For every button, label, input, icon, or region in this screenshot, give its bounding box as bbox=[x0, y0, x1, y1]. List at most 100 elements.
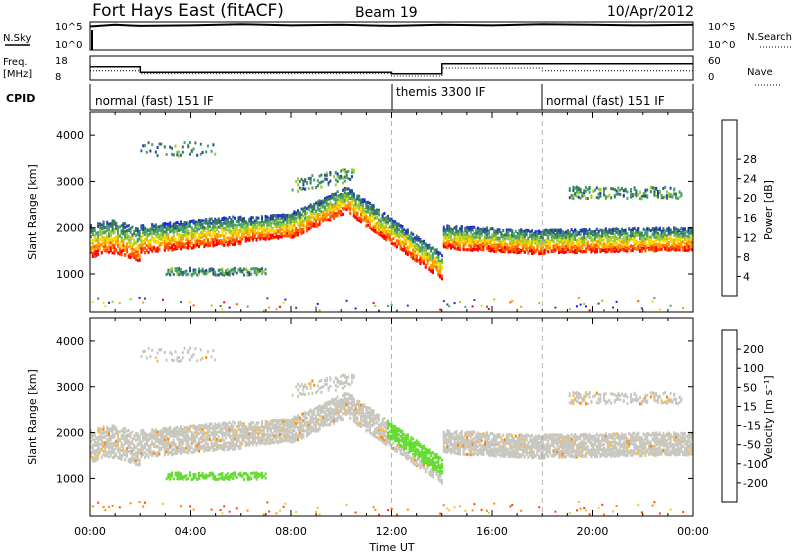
power-cell bbox=[228, 220, 231, 224]
power-cell bbox=[232, 233, 235, 237]
power-cell bbox=[448, 226, 451, 230]
power-cell bbox=[559, 250, 562, 254]
power-cell bbox=[379, 219, 382, 223]
power-cell bbox=[174, 221, 177, 225]
power-cell bbox=[523, 229, 526, 233]
power-cell bbox=[536, 239, 539, 243]
power-cell bbox=[167, 227, 170, 231]
power-cell bbox=[442, 230, 445, 234]
power-cell bbox=[531, 240, 533, 244]
power-cell bbox=[302, 180, 305, 184]
power-cell bbox=[432, 254, 434, 258]
power-cell bbox=[520, 231, 523, 235]
power-cell bbox=[392, 242, 395, 246]
power-cell bbox=[246, 232, 249, 236]
power-cell bbox=[574, 251, 577, 255]
power-cell bbox=[414, 236, 416, 240]
power-cell bbox=[97, 252, 100, 256]
power-cell bbox=[453, 226, 456, 230]
power-cell bbox=[385, 231, 388, 235]
power-cell bbox=[648, 239, 650, 242]
power-cell bbox=[244, 236, 247, 240]
power-cell bbox=[306, 223, 308, 226]
power-cell bbox=[478, 239, 481, 242]
power-cell bbox=[333, 175, 335, 179]
power-cell bbox=[383, 236, 386, 240]
power-cell bbox=[408, 240, 411, 244]
power-cell bbox=[433, 260, 436, 263]
power-cell bbox=[327, 195, 330, 199]
power-cell bbox=[180, 301, 182, 304]
power-cell bbox=[365, 220, 368, 224]
power-cell bbox=[316, 184, 319, 188]
power-cell bbox=[412, 240, 415, 243]
power-cell bbox=[172, 272, 175, 276]
power-cell bbox=[426, 256, 429, 260]
power-cell bbox=[284, 225, 287, 228]
power-cell bbox=[192, 236, 195, 240]
power-cell bbox=[482, 230, 485, 233]
power-cell bbox=[180, 272, 182, 276]
power-cell bbox=[622, 246, 625, 250]
power-cell bbox=[558, 242, 560, 246]
power-cell bbox=[644, 240, 647, 244]
power-cell bbox=[142, 234, 145, 238]
power-cell bbox=[268, 233, 271, 237]
power-cell bbox=[572, 188, 575, 192]
power-cell bbox=[320, 185, 323, 189]
power-cell bbox=[210, 221, 213, 225]
power-cell bbox=[491, 233, 494, 237]
power-cell bbox=[210, 304, 213, 307]
power-cell bbox=[637, 245, 640, 249]
power-cell bbox=[243, 273, 245, 277]
power-cell bbox=[622, 189, 625, 193]
power-cell bbox=[540, 233, 542, 237]
power-cell bbox=[147, 232, 150, 236]
power-cell bbox=[628, 236, 631, 240]
power-cell bbox=[599, 228, 602, 232]
power-cell bbox=[241, 234, 244, 237]
power-cell bbox=[270, 224, 272, 228]
power-cell bbox=[219, 268, 222, 272]
power-cell bbox=[644, 194, 647, 198]
power-cell bbox=[201, 223, 204, 227]
power-cell bbox=[615, 241, 618, 245]
power-cell bbox=[225, 269, 227, 273]
power-cell bbox=[523, 239, 526, 243]
power-cell bbox=[432, 246, 434, 250]
power-cell bbox=[176, 270, 179, 274]
power-cell bbox=[417, 238, 420, 242]
power-cell bbox=[379, 230, 382, 234]
power-cell bbox=[592, 230, 595, 234]
power-cell bbox=[347, 187, 350, 191]
power-cell bbox=[210, 267, 213, 270]
power-cell bbox=[216, 221, 218, 225]
power-cell bbox=[138, 230, 141, 233]
power-cell bbox=[610, 187, 613, 191]
power-cell bbox=[450, 236, 452, 239]
power-cell bbox=[648, 248, 650, 252]
power-cell bbox=[433, 265, 436, 269]
power-cell bbox=[239, 215, 242, 219]
power-cell bbox=[509, 242, 512, 246]
power-cell bbox=[298, 226, 301, 230]
power-cell bbox=[138, 258, 141, 262]
power-cell bbox=[95, 251, 98, 255]
power-cell bbox=[396, 232, 398, 236]
power-cell bbox=[462, 248, 465, 251]
power-cell bbox=[322, 215, 325, 219]
power-cell bbox=[538, 243, 541, 247]
power-cell bbox=[518, 248, 521, 251]
power-cell bbox=[579, 245, 582, 249]
power-cell bbox=[493, 244, 496, 248]
power-cell bbox=[127, 234, 130, 238]
power-cell bbox=[144, 250, 146, 254]
power-cell bbox=[473, 241, 476, 245]
power-cell bbox=[111, 243, 114, 247]
power-cell bbox=[239, 267, 242, 271]
power-cell bbox=[597, 232, 600, 236]
power-cell bbox=[653, 297, 656, 300]
power-cell bbox=[135, 254, 137, 258]
power-cell bbox=[349, 207, 352, 211]
power-cell bbox=[252, 237, 254, 241]
